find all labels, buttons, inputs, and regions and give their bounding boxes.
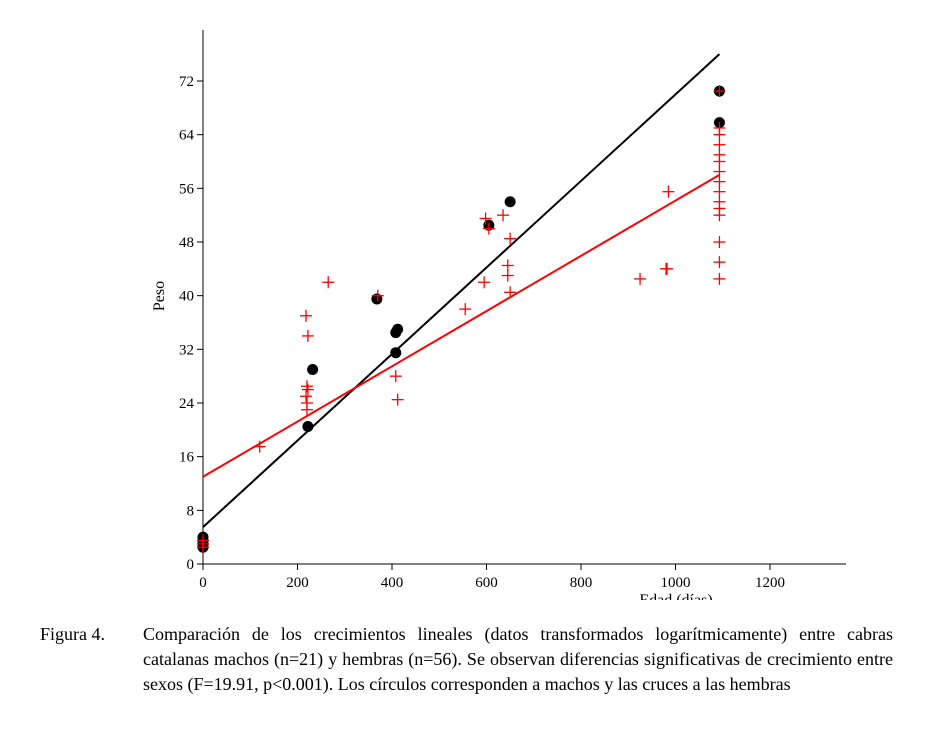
point-hembras [504, 232, 517, 245]
point-hembras [301, 383, 314, 396]
y-tick-label: 64 [179, 128, 195, 144]
point-hembras [504, 286, 517, 299]
point-hembras [253, 440, 266, 453]
y-tick-label: 24 [179, 396, 195, 412]
y-tick-label: 16 [179, 450, 195, 466]
point-hembras [713, 175, 726, 188]
point-machos [390, 347, 402, 359]
y-tick-label: 8 [187, 503, 195, 519]
axis-ticks: 0 200 400 600 800 1000 1200 0 8 16 24 32 40 48 56 64 72 [179, 74, 785, 591]
axes [202, 30, 846, 565]
x-tick-label: 1200 [755, 575, 785, 591]
point-hembras [479, 212, 492, 225]
point-hembras [634, 272, 647, 285]
y-tick-label: 56 [179, 181, 195, 197]
regression-line-machos [202, 53, 721, 528]
point-hembras [713, 185, 726, 198]
point-machos [392, 323, 404, 335]
x-tick-label: 600 [475, 575, 498, 591]
point-hembras [322, 276, 335, 289]
x-tick-label: 0 [199, 575, 207, 591]
point-hembras [301, 329, 314, 342]
point-hembras [197, 534, 209, 547]
point-hembras [713, 121, 726, 134]
caption-label: Figura 4. [40, 624, 105, 644]
y-tick-label: 72 [179, 74, 194, 90]
point-hembras [713, 85, 726, 98]
y-tick-label: 0 [187, 557, 195, 573]
point-hembras [300, 390, 313, 403]
point-machos [302, 420, 314, 432]
point-hembras [389, 370, 402, 383]
caption-text: Comparación de los crecimientos lineales… [143, 624, 893, 694]
point-hembras [497, 209, 510, 222]
point-hembras [713, 148, 726, 161]
point-hembras [371, 289, 384, 302]
x-tick-label: 800 [570, 575, 593, 591]
x-tick-label: 200 [286, 575, 309, 591]
point-hembras [300, 380, 313, 393]
x-tick-label: 400 [381, 575, 404, 591]
point-hembras [662, 185, 675, 198]
y-tick-label: 48 [179, 235, 194, 251]
regression-lines [202, 53, 721, 528]
point-machos [307, 363, 319, 375]
point-hembras [713, 138, 726, 151]
data-points [197, 85, 726, 554]
point-hembras [713, 236, 726, 248]
point-hembras [501, 259, 514, 272]
point-hembras [713, 272, 726, 285]
point-hembras [660, 262, 673, 275]
point-hembras [482, 222, 495, 235]
x-tick-label: 1000 [661, 575, 691, 591]
point-hembras [713, 256, 726, 269]
scatter-chart: 0 200 400 600 800 1000 1200081624324048566472 … [151, 30, 846, 600]
point-hembras [459, 303, 472, 316]
regression-line-hembras [202, 174, 720, 478]
point-hembras [300, 403, 313, 416]
point-machos [504, 196, 516, 208]
point-hembras [713, 195, 726, 208]
y-tick-label: 32 [179, 342, 194, 358]
point-hembras [391, 393, 404, 406]
point-hembras [300, 309, 313, 322]
y-tick-label: 40 [179, 289, 194, 305]
point-hembras [501, 269, 514, 282]
point-hembras [478, 276, 491, 289]
point-hembras [713, 165, 726, 178]
y-axis-title: Peso [151, 281, 168, 311]
x-axis-title: Edad (días) [639, 592, 712, 600]
